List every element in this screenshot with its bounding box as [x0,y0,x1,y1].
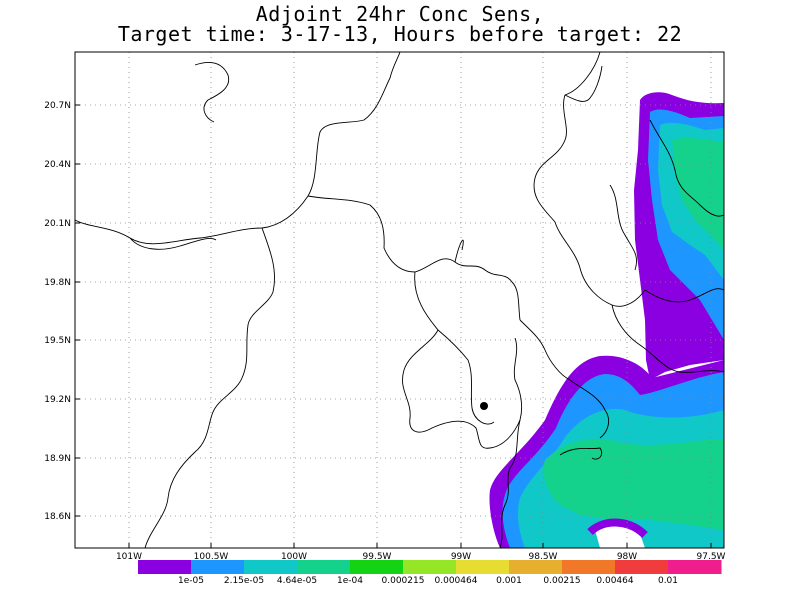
boundary-line [129,237,217,250]
map-title-line2: Target time: 3-17-13, Hours before targe… [117,22,683,46]
colorbar-swatch [138,560,192,574]
lon-tick-label: 100W [281,552,307,562]
lat-tick-label: 19.5N [44,336,71,346]
colorbar-swatch [615,560,669,574]
boundary-line [609,184,637,271]
colorbar-swatch [350,560,404,574]
lon-tick-label: 99.5W [363,552,392,562]
boundary-line [611,304,724,373]
boundary-line [144,227,275,548]
lon-tick-label: 97.5W [697,552,726,562]
boundary-line [519,319,610,439]
map-frame [74,51,725,549]
colorbar-swatch [562,560,616,574]
boundary-line [194,62,230,123]
lon-tick-label: 101W [116,552,142,562]
colorbar: 1e-05 2.15e-05 4.64e-05 1e-04 0.000215 0.0004… [138,560,722,586]
colorbar-label: 0.000464 [435,576,478,586]
lat-tick-label: 20.4N [44,160,71,170]
colorbar-label: 0.01 [658,576,678,586]
colorbar-label: 1e-05 [178,576,204,586]
boundary-line [644,288,724,303]
colorbar-swatch [509,560,563,574]
boundary-line [564,65,603,102]
colorbar-label: 0.00215 [543,576,580,586]
colorbar-label: 4.64e-05 [277,576,317,586]
colorbar-label: 0.001 [496,576,522,586]
lat-tick-label: 20.7N [44,101,71,111]
map-title-line1: Adjoint 24hr Conc Sens, [255,2,545,26]
lon-tick-label: 98.5W [529,552,558,562]
lon-tick-label: 100.5W [194,552,229,562]
boundary-line [533,52,646,307]
field-green-south [543,438,724,530]
lat-tick-label: 19.8N [44,278,71,288]
sensitivity-field [489,92,724,548]
lat-tick-label: 18.9N [44,454,71,464]
lat-tick-label: 19.2N [44,395,71,405]
colorbar-swatch [297,560,351,574]
boundary-line [499,419,521,548]
field-small-patch-ring [587,518,648,539]
boundary-line [402,271,523,449]
colorbar-label: 0.000215 [382,576,425,586]
colorbar-swatch [403,560,457,574]
boundary-line [437,329,495,425]
target-point-dot [480,402,488,410]
boundary-line [649,119,724,217]
colorbar-label: 1e-04 [337,576,363,586]
longitude-axis: 101W 100.5W 100W 99.5W 99W 98.5W 98W 97.5W [116,543,726,562]
lon-tick-label: 98W [617,552,637,562]
field-small-patch [595,525,645,548]
colorbar-swatch [191,560,245,574]
lon-tick-label: 99W [451,552,471,562]
lat-tick-label: 20.1N [44,219,71,229]
latitude-axis: 20.7N 20.4N 20.1N 19.8N 19.5N 19.2N 18.9N 18.6N [44,101,80,522]
map-gridlines [75,52,724,548]
colorbar-label: 0.00464 [596,576,633,586]
field-green-north [672,137,724,250]
state-boundaries [75,52,724,548]
lat-tick-label: 18.6N [44,512,71,522]
boundary-line [454,239,464,263]
colorbar-swatch [668,560,722,574]
colorbar-swatch [244,560,298,574]
boundary-line [307,195,521,321]
boundary-line [559,447,603,460]
colorbar-swatch [456,560,510,574]
boundary-line [75,52,401,245]
colorbar-label: 2.15e-05 [224,576,264,586]
